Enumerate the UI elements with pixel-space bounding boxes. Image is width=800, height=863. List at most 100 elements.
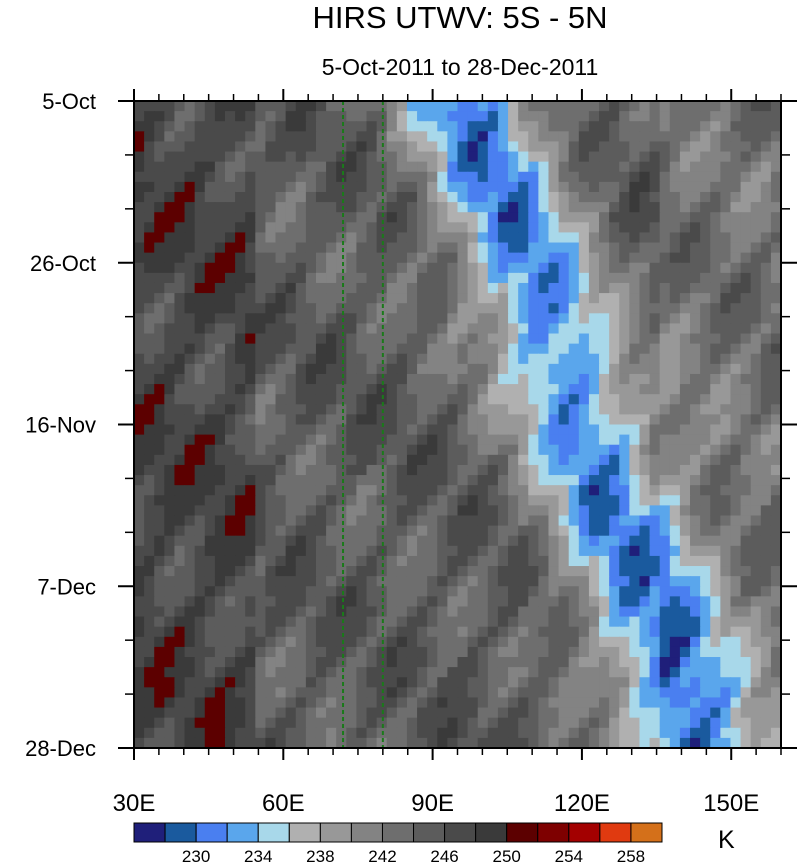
contour-cell xyxy=(740,717,752,729)
contour-cell xyxy=(235,101,246,112)
contour-cell xyxy=(356,394,368,405)
contour-cell xyxy=(679,191,691,203)
contour-cell xyxy=(214,121,226,132)
contour-cell xyxy=(558,636,570,648)
contour-cell xyxy=(467,657,479,668)
contour-cell xyxy=(265,515,277,527)
contour-cell xyxy=(255,212,267,223)
contour-cell xyxy=(214,576,226,587)
contour-cell xyxy=(487,323,499,335)
contour-cell xyxy=(619,373,630,385)
contour-cell xyxy=(174,262,186,274)
contour-cell xyxy=(558,171,570,183)
contour-cell xyxy=(457,464,469,476)
contour-cell xyxy=(285,555,297,567)
contour-cell xyxy=(194,485,206,496)
contour-cell xyxy=(144,303,155,314)
contour-cell xyxy=(720,101,732,112)
contour-cell xyxy=(326,586,337,597)
contour-cell xyxy=(609,545,620,557)
contour-cell xyxy=(134,485,145,496)
contour-cell xyxy=(184,202,196,213)
contour-cell xyxy=(639,545,651,557)
contour-cell xyxy=(679,606,691,618)
contour-cell xyxy=(599,191,610,203)
contour-cell xyxy=(265,151,277,163)
contour-cell xyxy=(639,707,651,719)
contour-cell xyxy=(214,667,226,678)
contour-cell xyxy=(255,626,267,638)
contour-cell xyxy=(568,343,580,355)
contour-cell xyxy=(174,454,186,466)
contour-cell xyxy=(477,697,489,709)
contour-cell xyxy=(649,424,661,436)
contour-cell xyxy=(386,657,398,668)
contour-cell xyxy=(326,313,337,325)
contour-cell xyxy=(487,414,499,426)
contour-cell xyxy=(346,464,358,476)
contour-cell xyxy=(629,606,641,618)
contour-cell xyxy=(497,242,509,254)
contour-cell xyxy=(447,353,459,365)
contour-cell xyxy=(760,282,772,294)
contour-cell xyxy=(315,646,327,658)
contour-cell xyxy=(386,697,398,709)
contour-cell xyxy=(770,606,781,618)
contour-cell xyxy=(255,586,267,597)
contour-cell xyxy=(538,626,550,638)
contour-cell xyxy=(528,495,539,506)
contour-cell xyxy=(558,363,570,375)
contour-cell xyxy=(305,101,317,112)
contour-cell xyxy=(356,697,368,709)
contour-cell xyxy=(558,373,570,385)
contour-cell xyxy=(487,161,499,173)
contour-cell xyxy=(326,535,337,547)
contour-cell xyxy=(417,282,428,294)
contour-cell xyxy=(477,657,489,668)
contour-cell xyxy=(457,555,469,567)
contour-cell xyxy=(568,434,580,446)
contour-cell xyxy=(305,191,317,203)
contour-cell xyxy=(245,707,256,719)
contour-cell xyxy=(417,586,428,597)
contour-cell xyxy=(134,242,145,254)
contour-cell xyxy=(720,566,732,577)
contour-cell xyxy=(265,191,277,203)
contour-cell xyxy=(245,434,256,446)
contour-cell xyxy=(508,282,519,294)
contour-cell xyxy=(619,242,630,254)
contour-cell xyxy=(568,333,580,345)
contour-cell xyxy=(214,151,226,163)
contour-cell xyxy=(508,212,519,223)
contour-cell xyxy=(224,242,236,254)
contour-cell xyxy=(427,222,438,234)
contour-cell xyxy=(255,555,267,567)
contour-cell xyxy=(619,121,630,132)
contour-cell xyxy=(760,606,772,618)
contour-cell xyxy=(245,485,256,496)
contour-cell xyxy=(568,464,580,476)
contour-cell xyxy=(588,636,600,648)
contour-cell xyxy=(457,424,469,436)
contour-cell xyxy=(730,151,742,163)
contour-cell xyxy=(730,495,742,506)
contour-cell xyxy=(184,111,196,122)
contour-cell xyxy=(305,576,317,587)
contour-cell xyxy=(467,101,479,112)
contour-cell xyxy=(295,485,307,496)
contour-cell xyxy=(619,272,630,284)
contour-cell xyxy=(315,394,327,405)
contour-cell xyxy=(508,606,519,618)
contour-cell xyxy=(477,212,489,223)
contour-cell xyxy=(437,555,448,567)
contour-cell xyxy=(406,414,418,426)
contour-cell xyxy=(669,262,681,274)
contour-cell xyxy=(235,566,246,577)
contour-cell xyxy=(447,555,459,567)
contour-cell xyxy=(558,687,570,699)
contour-cell xyxy=(305,414,317,426)
contour-cell xyxy=(558,414,570,426)
contour-cell xyxy=(214,687,226,699)
contour-cell xyxy=(599,101,610,112)
contour-cell xyxy=(669,444,681,456)
